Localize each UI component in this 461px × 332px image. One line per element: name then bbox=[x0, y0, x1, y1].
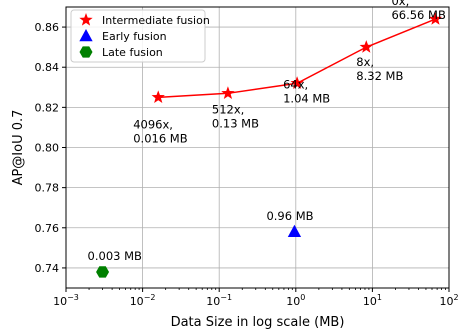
legend-entry: Intermediate fusion bbox=[102, 14, 210, 27]
x-tick-label: 102 bbox=[439, 293, 458, 308]
legend-marker bbox=[79, 13, 93, 26]
tick-layer: 10−3 10−2 10−1 100 101 102 0.74 0.76 0.78 0.80 0.8… bbox=[35, 21, 459, 308]
series-layer bbox=[96, 12, 443, 278]
y-tick-label: 0.78 bbox=[35, 182, 60, 195]
y-tick-label: 0.86 bbox=[35, 21, 60, 34]
x-tick-label: 10−3 bbox=[53, 293, 79, 308]
legend-marker bbox=[79, 46, 93, 58]
data-point bbox=[96, 266, 110, 278]
x-tick-label: 10−2 bbox=[130, 293, 156, 308]
data-point bbox=[221, 86, 235, 99]
data-label: 0.003 MB bbox=[88, 249, 142, 263]
series-intermediate-fusion bbox=[151, 12, 443, 103]
x-tick-label: 101 bbox=[363, 293, 382, 308]
data-label: 64x, 1.04 MB bbox=[283, 77, 330, 105]
data-point bbox=[359, 40, 373, 53]
y-tick-label: 0.82 bbox=[35, 101, 60, 114]
data-label: 512x, 0.13 MB bbox=[212, 102, 259, 130]
data-point bbox=[151, 90, 165, 103]
data-label: 4096x, 0.016 MB bbox=[133, 117, 187, 145]
legend: Intermediate fusion Early fusion Late fusi… bbox=[70, 9, 210, 63]
legend-box bbox=[70, 9, 206, 63]
y-axis-label: AP@IoU 0.7 bbox=[11, 110, 26, 186]
data-label: 0x, 66.56 MB bbox=[391, 0, 445, 22]
x-axis-label: Data Size in log scale (MB) bbox=[171, 315, 345, 330]
plot-frame bbox=[65, 6, 450, 289]
data-point bbox=[428, 12, 443, 25]
series-late-fusion bbox=[96, 266, 110, 278]
data-point bbox=[290, 76, 304, 89]
y-tick-label: 0.84 bbox=[35, 61, 60, 74]
y-tick-label: 0.76 bbox=[35, 222, 60, 235]
data-label: 0.96 MB bbox=[266, 209, 313, 223]
annotation-layer: 4096x, 0.016 MB 512x, 0.13 MB 64x, 1.04 MB 8x,… bbox=[88, 0, 446, 263]
y-tick-label: 0.74 bbox=[35, 262, 60, 275]
y-tick-label: 0.80 bbox=[35, 142, 60, 155]
data-point bbox=[287, 224, 302, 238]
data-label: 8x, 8.32 MB bbox=[356, 55, 403, 83]
legend-marker bbox=[79, 29, 93, 42]
series-early-fusion bbox=[287, 224, 302, 238]
x-tick-label: 100 bbox=[286, 293, 305, 308]
legend-entry: Early fusion bbox=[102, 30, 167, 43]
legend-entry: Late fusion bbox=[102, 46, 163, 59]
x-tick-label: 10−1 bbox=[206, 293, 232, 308]
